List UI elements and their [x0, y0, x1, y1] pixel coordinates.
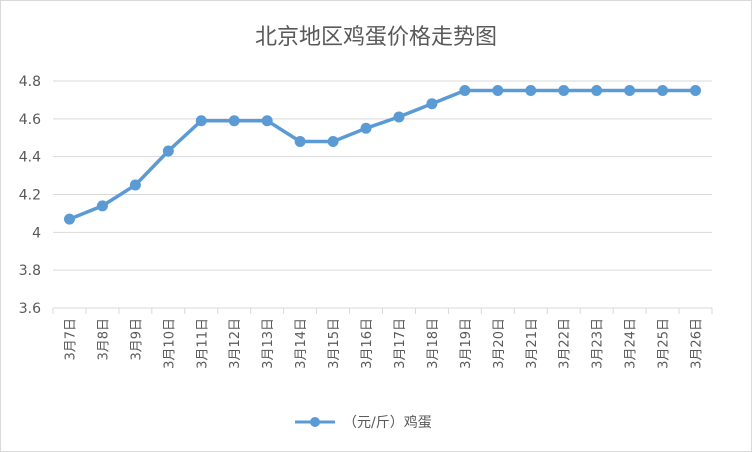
data-point — [63, 213, 75, 225]
data-point — [228, 115, 240, 127]
data-point — [129, 179, 141, 191]
x-tick-label: 3月7日 — [63, 318, 78, 361]
data-point — [492, 84, 504, 96]
legend-label: （元/斤）鸡蛋 — [343, 414, 432, 431]
x-tick-label: 3月12日 — [228, 318, 243, 369]
data-point — [294, 136, 306, 148]
data-point — [162, 145, 174, 157]
x-tick-label: 3月20日 — [492, 318, 507, 369]
x-tick-label: 3月17日 — [393, 318, 408, 369]
y-tick-label: 4.2 — [19, 188, 41, 204]
x-tick-label: 3月13日 — [261, 318, 276, 369]
y-tick-label: 4.4 — [19, 150, 41, 166]
grid-lines — [52, 80, 713, 314]
y-tick-label: 3.8 — [19, 263, 41, 279]
data-point — [96, 200, 108, 212]
series-egg-price — [63, 84, 702, 225]
data-point — [525, 84, 537, 96]
data-point — [558, 84, 570, 96]
y-tick-label: 4 — [32, 225, 41, 241]
x-tick-label: 3月23日 — [591, 318, 606, 369]
series-line — [67, 88, 698, 221]
x-tick-label: 3月19日 — [459, 318, 474, 369]
data-point — [591, 84, 603, 96]
x-tick-label: 3月26日 — [690, 318, 705, 369]
data-point — [459, 84, 471, 96]
legend: （元/斤）鸡蛋 — [295, 414, 432, 431]
x-tick-label: 3月9日 — [129, 318, 144, 361]
data-point — [327, 136, 339, 148]
legend-marker — [310, 417, 320, 427]
x-tick-label: 3月14日 — [294, 318, 309, 369]
data-point — [360, 122, 372, 134]
x-tick-label: 3月21日 — [525, 318, 540, 369]
x-tick-label: 3月25日 — [657, 318, 672, 369]
x-tick-label: 3月8日 — [96, 318, 111, 361]
data-point — [261, 115, 273, 127]
x-tick-label: 3月10日 — [162, 318, 177, 369]
data-point — [426, 98, 438, 110]
x-tick-label: 3月11日 — [195, 318, 210, 369]
x-axis-ticks: 3月7日 3月8日 3月9日 3月10日 3月11日 3月12日 3月13日 3月14日 3月1… — [63, 318, 704, 369]
x-tick-label: 3月16日 — [360, 318, 375, 369]
data-point — [657, 84, 669, 96]
y-tick-label: 4.6 — [19, 112, 41, 128]
data-point — [195, 115, 207, 127]
x-tick-label: 3月24日 — [624, 318, 639, 369]
y-tick-label: 4.8 — [19, 74, 41, 90]
y-axis-ticks: 3.6 3.8 4 4.2 4.4 4.6 4.8 — [19, 74, 41, 317]
x-tick-label: 3月22日 — [558, 318, 573, 369]
x-tick-label: 3月18日 — [426, 318, 441, 369]
x-tick-label: 3月15日 — [327, 318, 342, 369]
chart-title: 北京地区鸡蛋价格走势图 — [255, 25, 497, 50]
data-point — [690, 84, 702, 96]
data-point — [624, 84, 636, 96]
data-point — [393, 111, 405, 123]
y-tick-label: 3.6 — [19, 301, 41, 317]
